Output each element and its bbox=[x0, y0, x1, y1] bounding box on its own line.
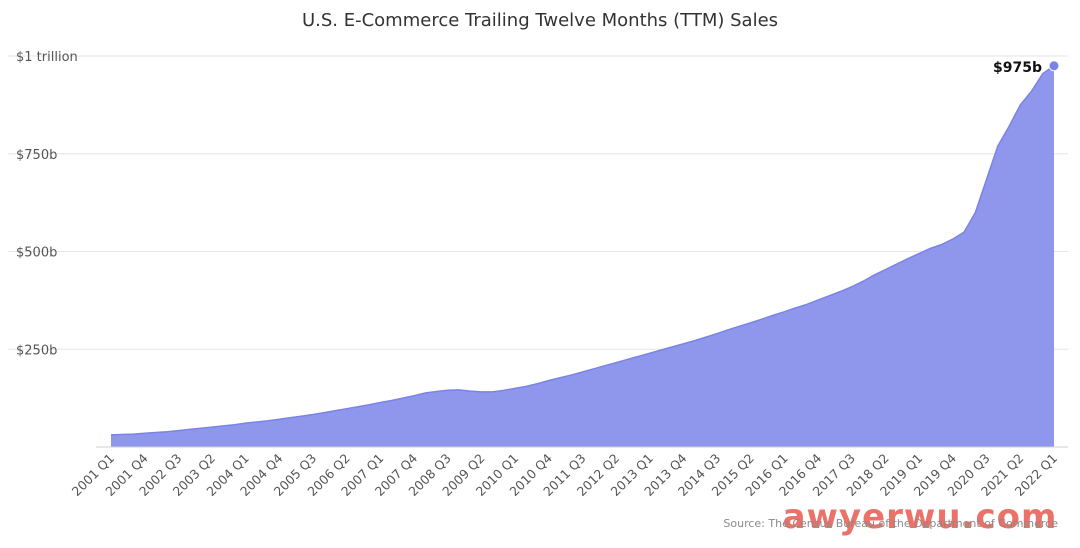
y-tick-label: $250b bbox=[16, 343, 57, 358]
data-label: $975b bbox=[993, 60, 1042, 76]
y-tick-label: $1 trillion bbox=[16, 50, 78, 65]
y-tick-label: $500b bbox=[16, 246, 57, 261]
y-axis-tick-labels: $250b $500b $750b $1 trillion bbox=[16, 50, 78, 358]
watermark-text: awyerwu.com bbox=[783, 497, 1058, 537]
source-note: Source: The Census Bureau of the Departm… bbox=[723, 517, 1058, 530]
series-line bbox=[110, 65, 1055, 436]
y-tick-label: $750b bbox=[16, 148, 57, 163]
area-fill bbox=[111, 65, 1054, 448]
highlight-point bbox=[1048, 60, 1060, 72]
chart-title: U.S. E-Commerce Trailing Twelve Months (… bbox=[302, 10, 778, 31]
area-series bbox=[110, 65, 1055, 448]
annotations: $975b bbox=[993, 60, 1060, 76]
